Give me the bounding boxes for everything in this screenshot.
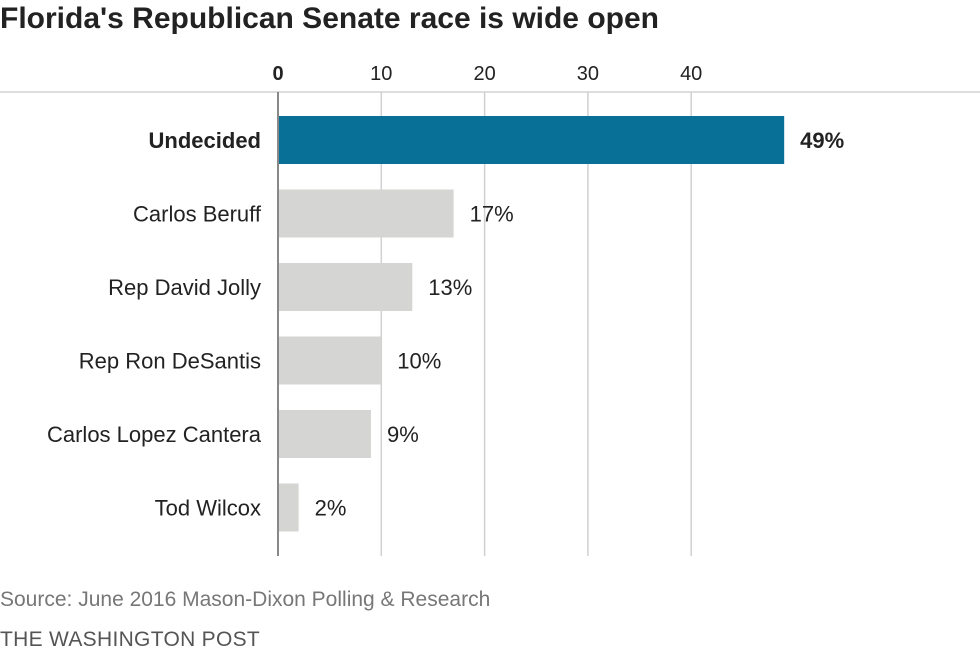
category-label: Undecided <box>149 128 261 153</box>
category-label: Tod Wilcox <box>155 496 261 521</box>
category-label: Rep David Jolly <box>108 275 261 300</box>
x-tick-label: 0 <box>272 63 283 85</box>
bar-3 <box>278 336 382 385</box>
x-tick-label: 40 <box>680 63 702 85</box>
value-label: 49% <box>800 128 844 153</box>
bar-5 <box>278 483 299 532</box>
x-tick-label: 30 <box>577 63 599 85</box>
x-tick-label: 10 <box>370 63 392 85</box>
value-label: 9% <box>387 422 419 447</box>
category-label: Carlos Lopez Cantera <box>47 422 262 447</box>
bar-4 <box>278 410 371 458</box>
chart-title: Florida's Republican Senate race is wide… <box>0 2 659 35</box>
bar-0 <box>278 116 785 164</box>
category-label: Carlos Beruff <box>133 202 262 227</box>
value-label: 10% <box>397 349 441 374</box>
bar-1 <box>278 189 454 238</box>
x-tick-label: 20 <box>473 63 495 85</box>
value-label: 17% <box>470 202 514 227</box>
bar-2 <box>278 263 413 311</box>
chart-area: 0 10 20 30 40 Undecided 49% Carlos Beruff 17% Rep… <box>0 63 980 556</box>
value-label: 2% <box>315 496 347 521</box>
publisher-credit: THE WASHINGTON POST <box>0 628 261 651</box>
bar-chart: 0 10 20 30 40 Undecided 49% Carlos Beruff 17% Rep… <box>0 63 980 556</box>
category-label: Rep Ron DeSantis <box>79 349 261 374</box>
value-label: 13% <box>428 275 472 300</box>
source-note: Source: June 2016 Mason-Dixon Polling & … <box>0 588 491 611</box>
